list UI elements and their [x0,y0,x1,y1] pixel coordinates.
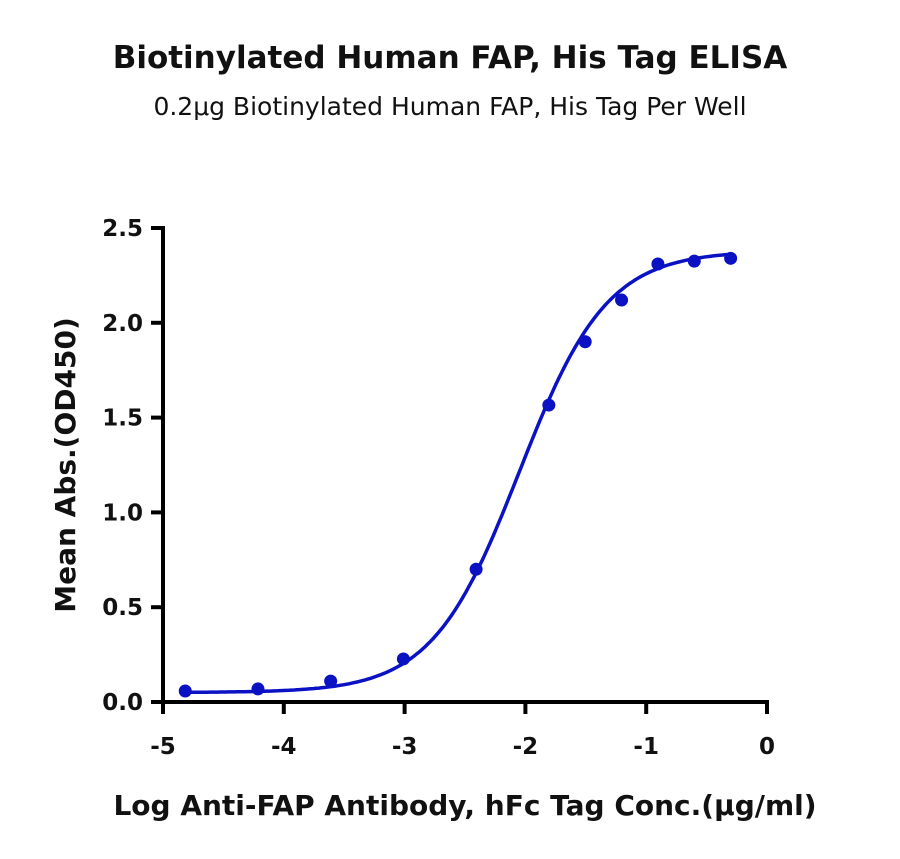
chart-title: Biotinylated Human FAP, His Tag ELISA [112,40,788,76]
y-tick-label: 0.5 [102,595,143,621]
data-point [396,652,410,666]
data-point [724,251,738,265]
x-tick-label: -2 [513,734,539,760]
chart-subtitle: 0.2μg Biotinylated Human FAP, His Tag Pe… [153,92,747,121]
fit-curve [185,252,731,695]
data-point [178,684,192,698]
data-point [251,682,265,696]
data-point [469,562,483,576]
x-tick-label: -1 [633,734,659,760]
data-point [651,257,665,271]
x-tick-label: 0 [759,734,775,760]
data-point [615,293,629,307]
x-tick-label: -5 [150,734,176,760]
x-tick-label: -4 [271,734,297,760]
y-tick-label: 0.0 [102,690,143,716]
data-point [542,398,556,412]
y-tick-label: 1.0 [102,500,143,526]
data-point [578,335,592,349]
y-tick-label: 2.5 [102,216,143,242]
y-tick-label: 1.5 [102,406,143,432]
y-axis-label: Mean Abs.(OD450) [49,317,82,613]
data-point [687,254,701,268]
x-tick-label: -3 [392,734,418,760]
x-axis-label: Log Anti-FAP Antibody, hFc Tag Conc.(μg/… [113,789,816,822]
y-tick-label: 2.0 [102,311,143,337]
data-point [324,674,338,688]
